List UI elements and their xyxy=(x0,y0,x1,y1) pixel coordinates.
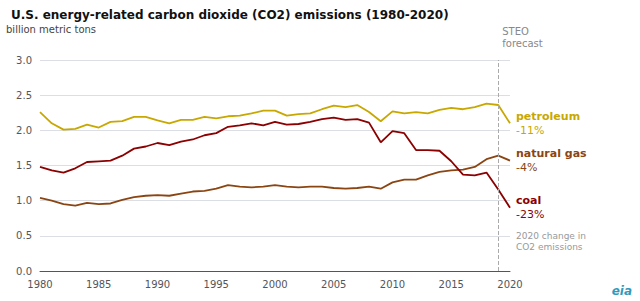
svg-text:1980: 1980 xyxy=(27,279,52,290)
svg-text:0.5: 0.5 xyxy=(16,230,32,241)
svg-text:eia: eia xyxy=(612,284,632,298)
svg-text:1.5: 1.5 xyxy=(16,160,32,171)
svg-text:1990: 1990 xyxy=(145,279,170,290)
svg-text:0.0: 0.0 xyxy=(16,266,32,277)
svg-text:2020: 2020 xyxy=(497,279,522,290)
svg-text:2010: 2010 xyxy=(380,279,405,290)
svg-text:2.0: 2.0 xyxy=(16,125,32,136)
svg-text:-23%: -23% xyxy=(516,208,544,221)
svg-text:2000: 2000 xyxy=(262,279,287,290)
svg-text:1985: 1985 xyxy=(86,279,111,290)
svg-text:U.S. energy-related carbon dio: U.S. energy-related carbon dioxide (CO2)… xyxy=(11,8,449,22)
svg-text:1.0: 1.0 xyxy=(16,195,32,206)
svg-text:CO2 emissions: CO2 emissions xyxy=(516,242,583,252)
svg-text:-4%: -4% xyxy=(516,161,537,174)
svg-text:STEO: STEO xyxy=(502,26,529,37)
svg-text:coal: coal xyxy=(516,194,541,207)
svg-text:billion metric tons: billion metric tons xyxy=(6,24,96,35)
svg-text:forecast: forecast xyxy=(502,38,543,49)
svg-text:natural gas: natural gas xyxy=(516,147,587,160)
svg-text:2015: 2015 xyxy=(439,279,464,290)
svg-text:2.5: 2.5 xyxy=(16,90,32,101)
svg-text:3.0: 3.0 xyxy=(16,55,32,66)
svg-text:2020 change in: 2020 change in xyxy=(516,231,586,241)
svg-text:petroleum: petroleum xyxy=(516,110,580,123)
svg-text:-11%: -11% xyxy=(516,124,544,137)
svg-text:1995: 1995 xyxy=(204,279,229,290)
svg-text:2005: 2005 xyxy=(321,279,346,290)
